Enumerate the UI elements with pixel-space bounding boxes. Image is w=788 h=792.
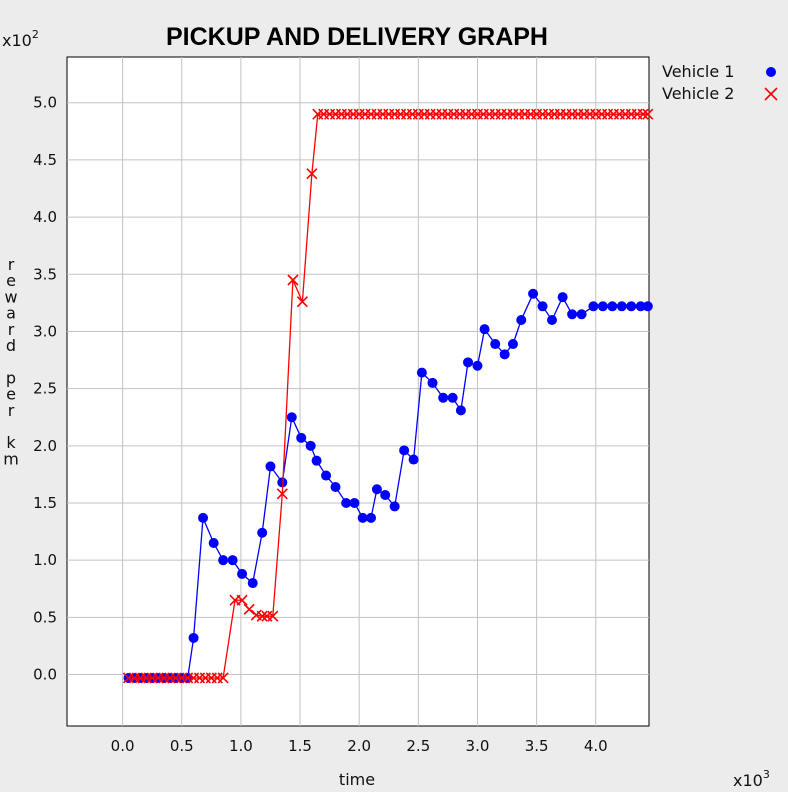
data-point [516, 315, 526, 325]
y-tick-label: 3.5 [33, 265, 57, 283]
x-tick-label: 1.5 [288, 737, 312, 755]
data-point [547, 315, 557, 325]
data-point [209, 538, 219, 548]
data-point [500, 349, 510, 359]
data-point [237, 569, 247, 579]
y-tick-label: 3.0 [33, 322, 57, 340]
x-axis-label: time [339, 770, 375, 789]
data-point [463, 357, 473, 367]
y-tick-label: 2.0 [33, 437, 57, 455]
x-tick-label: 2.0 [347, 737, 371, 755]
legend-label: Vehicle 2 [662, 84, 734, 103]
data-point [349, 498, 359, 508]
data-point [490, 339, 500, 349]
data-point [218, 555, 228, 565]
data-point [598, 301, 608, 311]
data-point [588, 301, 598, 311]
data-point [577, 309, 587, 319]
data-point [321, 471, 331, 481]
x-tick-label: 2.5 [406, 737, 430, 755]
y-multiplier: x102 [2, 28, 39, 50]
x-tick-label: 4.0 [584, 737, 608, 755]
data-point [417, 368, 427, 378]
x-multiplier: x103 [733, 768, 770, 790]
data-point [306, 441, 316, 451]
data-point [366, 513, 376, 523]
data-point [607, 301, 617, 311]
legend: Vehicle 1 Vehicle 2 [662, 62, 777, 103]
y-tick-label: 4.5 [33, 151, 57, 169]
data-point [312, 456, 322, 466]
data-point [480, 324, 490, 334]
data-point [296, 433, 306, 443]
data-point [409, 455, 419, 465]
data-point [617, 301, 627, 311]
data-point [558, 292, 568, 302]
data-point [248, 578, 258, 588]
data-point [399, 445, 409, 455]
data-point [257, 528, 267, 538]
y-tick-label: 2.5 [33, 380, 57, 398]
y-tick-label: 0.0 [33, 666, 57, 684]
legend-marker-x [765, 88, 777, 100]
data-point [380, 490, 390, 500]
legend-label: Vehicle 1 [662, 62, 734, 81]
data-point [287, 412, 297, 422]
x-tick-label: 0.5 [170, 737, 194, 755]
data-point [472, 361, 482, 371]
data-point [438, 393, 448, 403]
plot-area [67, 57, 649, 726]
data-point [331, 482, 341, 492]
data-point [372, 484, 382, 494]
data-point [189, 633, 199, 643]
y-tick-label: 5.0 [33, 94, 57, 112]
data-point [390, 501, 400, 511]
data-point [456, 405, 466, 415]
data-point [448, 393, 458, 403]
y-tick-label: 4.0 [33, 208, 57, 226]
data-point [428, 378, 438, 388]
chart-title: PICKUP AND DELIVERY GRAPH [166, 23, 548, 51]
data-point [643, 301, 653, 311]
x-tick-label: 1.0 [229, 737, 253, 755]
x-tick-label: 3.5 [525, 737, 549, 755]
data-point [528, 289, 538, 299]
x-tick-label: 0.0 [111, 737, 135, 755]
data-point [265, 461, 275, 471]
y-tick-label: 1.5 [33, 494, 57, 512]
y-tick-label: 0.5 [33, 608, 57, 626]
y-axis-ticks: 0.0 0.5 1.0 1.5 2.0 2.5 3.0 3.5 4.0 4.5 5.0 [33, 94, 57, 684]
data-point [567, 309, 577, 319]
data-point [508, 339, 518, 349]
legend-marker-circle [766, 67, 776, 77]
data-point [198, 513, 208, 523]
data-point [626, 301, 636, 311]
x-axis-ticks: 0.0 0.5 1.0 1.5 2.0 2.5 3.0 3.5 4.0 [111, 737, 608, 755]
x-tick-label: 3.0 [466, 737, 490, 755]
y-tick-label: 1.0 [33, 551, 57, 569]
data-point [538, 301, 548, 311]
data-point [228, 555, 238, 565]
